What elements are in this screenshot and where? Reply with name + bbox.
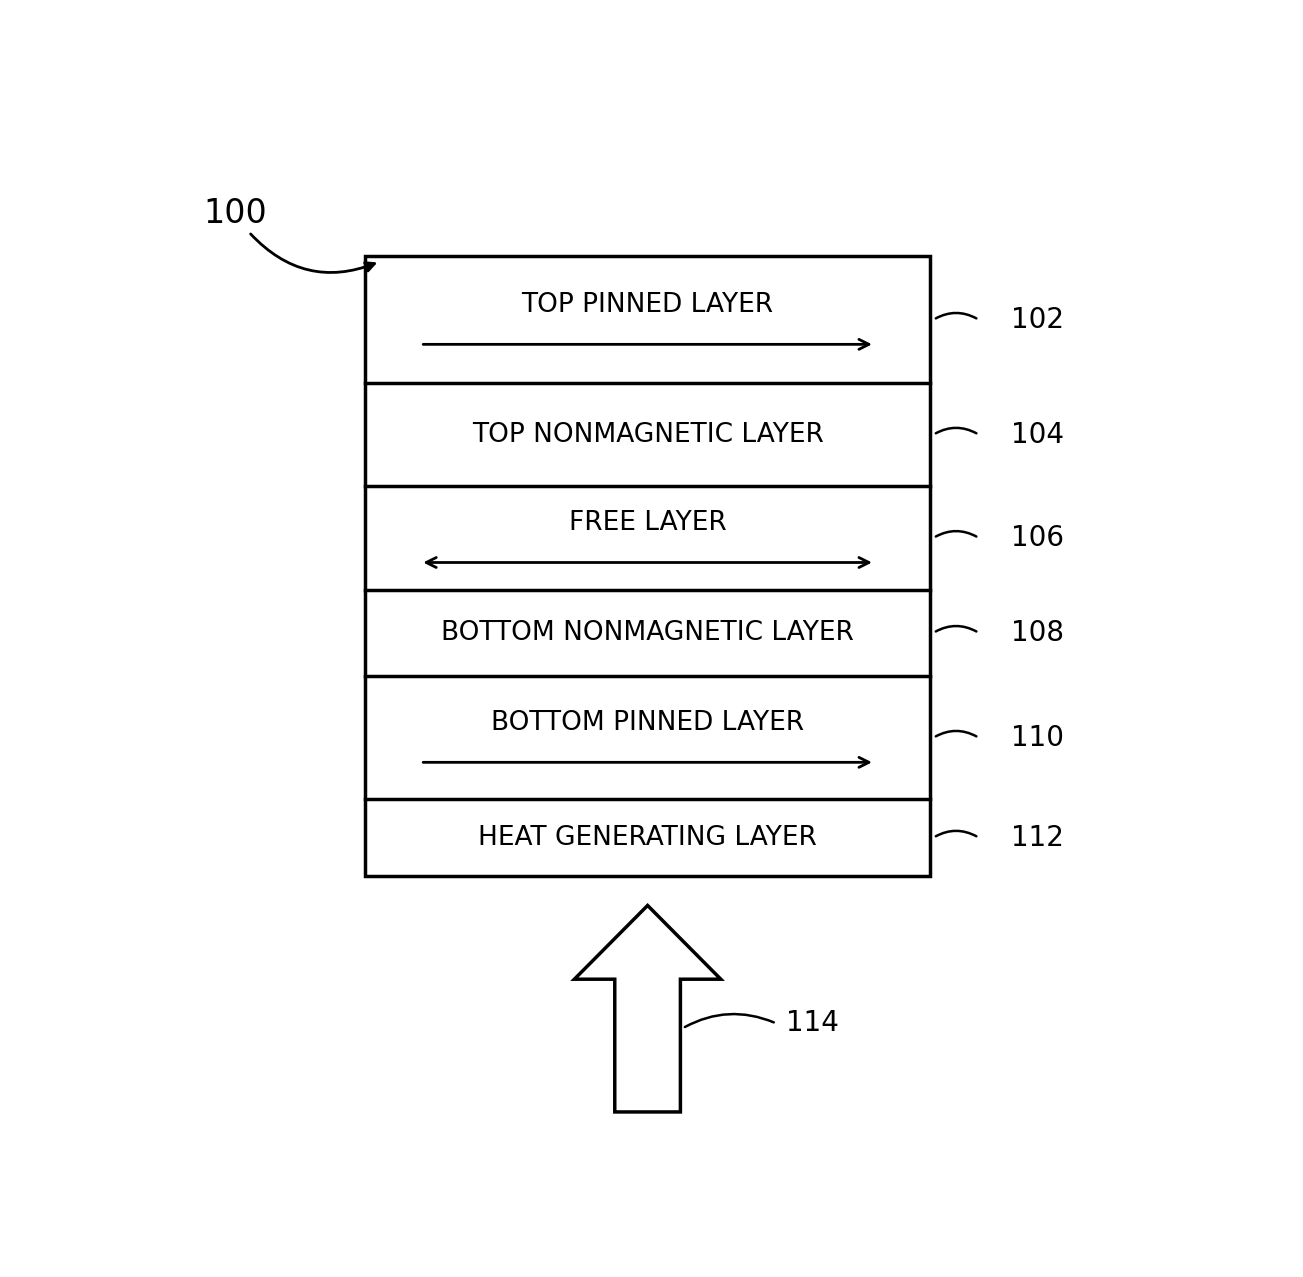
Polygon shape [575,905,721,1112]
Text: TOP NONMAGNETIC LAYER: TOP NONMAGNETIC LAYER [472,421,823,448]
Text: 112: 112 [1011,824,1065,852]
Text: HEAT GENERATING LAYER: HEAT GENERATING LAYER [478,825,817,850]
Text: BOTTOM NONMAGNETIC LAYER: BOTTOM NONMAGNETIC LAYER [442,619,853,646]
Text: 102: 102 [1011,305,1065,333]
Text: FREE LAYER: FREE LAYER [568,511,727,536]
Text: 108: 108 [1011,619,1065,647]
FancyArrowPatch shape [936,531,976,536]
FancyArrowPatch shape [250,234,374,272]
Text: 106: 106 [1011,524,1065,552]
FancyArrowPatch shape [936,626,976,631]
Text: TOP PINNED LAYER: TOP PINNED LAYER [521,292,774,318]
FancyArrowPatch shape [936,831,976,836]
Text: 100: 100 [203,198,267,230]
FancyArrowPatch shape [685,1014,774,1027]
Text: 110: 110 [1011,724,1065,752]
FancyArrowPatch shape [936,428,976,433]
Text: 114: 114 [787,1009,839,1037]
FancyArrowPatch shape [936,730,976,737]
Text: 104: 104 [1011,420,1065,448]
Bar [365,257,930,876]
Text: BOTTOM PINNED LAYER: BOTTOM PINNED LAYER [491,710,804,736]
FancyArrowPatch shape [936,313,976,318]
